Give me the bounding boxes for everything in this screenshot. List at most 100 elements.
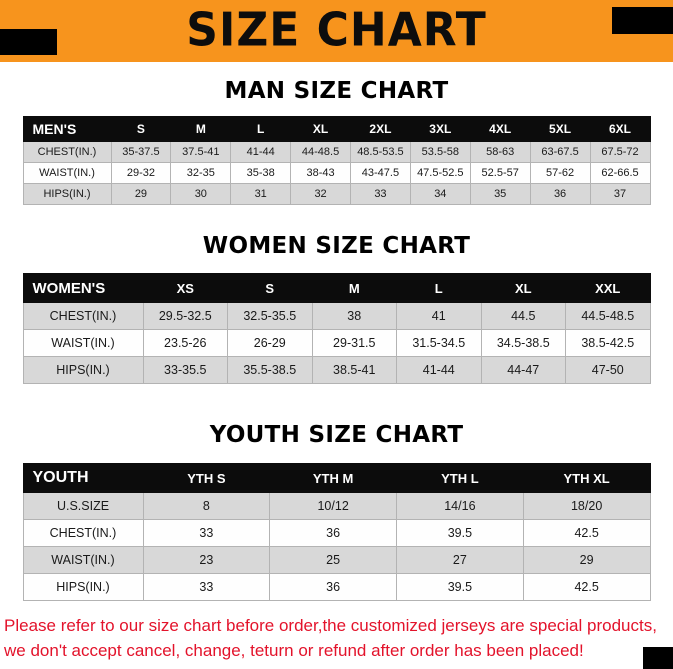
measurement-value: 8 [142, 492, 271, 520]
measurement-value: 31.5-34.5 [396, 329, 482, 357]
measurement-value: 32.5-35.5 [227, 302, 313, 330]
table-row: CHEST(IN.) 35-37.5 37.5-41 41-44 44-48.5 48.5… [22, 141, 651, 163]
measurement-value: 47-50 [565, 356, 651, 384]
table-corner-header: YOUTH [22, 463, 144, 493]
size-column-header: 5XL [529, 116, 591, 142]
measurement-value: 37.5-41 [170, 141, 232, 163]
measurement-label: WAIST(IN.) [22, 546, 144, 574]
disclaimer-line-2: we don't accept cancel, change, teturn o… [4, 641, 584, 660]
measurement-value: 10/12 [269, 492, 397, 520]
measurement-value: 29 [522, 546, 651, 574]
measurement-value: 63-67.5 [529, 141, 591, 163]
table-row: HIPS(IN.) 33 36 39.5 42.5 [22, 573, 651, 601]
measurement-value: 39.5 [396, 519, 524, 547]
measurement-value: 37 [589, 183, 651, 205]
section-men: MAN SIZE CHART MEN'S S M L XL 2XL 3XL 4XL 5XL 6XL… [0, 78, 673, 205]
measurement-value: 36 [269, 519, 397, 547]
measurement-value: 44.5-48.5 [565, 302, 651, 330]
measurement-value: 33-35.5 [142, 356, 228, 384]
measurement-value: 34.5-38.5 [480, 329, 566, 357]
measurement-label: CHEST(IN.) [22, 519, 144, 547]
measurement-label: HIPS(IN.) [22, 573, 144, 601]
measurement-value: 33 [142, 519, 271, 547]
measurement-value: 29-32 [110, 162, 172, 184]
size-column-header: S [227, 273, 313, 303]
measurement-value: 35 [469, 183, 531, 205]
measurement-value: 41-44 [230, 141, 292, 163]
measurement-value: 32-35 [170, 162, 232, 184]
table-header-row: WOMEN'S XS S M L XL XXL [22, 273, 651, 303]
youth-section-heading: YOUTH SIZE CHART [209, 422, 464, 448]
women-size-table: WOMEN'S XS S M L XL XXL CHEST(IN.) 29.5-32.5 32.5… [22, 273, 651, 384]
table-row: U.S.SIZE 8 10/12 14/16 18/20 [22, 492, 651, 520]
measurement-value: 35-37.5 [110, 141, 172, 163]
measurement-value: 26-29 [227, 329, 313, 357]
measurement-value: 32 [290, 183, 351, 205]
measurement-value: 30 [170, 183, 232, 205]
measurement-value: 38.5-42.5 [565, 329, 651, 357]
table-row: WAIST(IN.) 23 25 27 29 [22, 546, 651, 574]
disclaimer-line-1: Please refer to our size chart before or… [4, 616, 657, 635]
size-column-header: XL [480, 273, 566, 303]
size-column-header: XL [290, 116, 351, 142]
section-youth: YOUTH SIZE CHART YOUTH YTH S YTH M YTH L YTH… [0, 422, 673, 601]
size-column-header: 6XL [589, 116, 651, 142]
measurement-value: 41-44 [396, 356, 482, 384]
measurement-value: 41 [396, 302, 482, 330]
measurement-value: 23 [142, 546, 271, 574]
table-row: HIPS(IN.) 29 30 31 32 33 34 35 36 37 [22, 183, 651, 205]
measurement-value: 29-31.5 [311, 329, 397, 357]
measurement-value: 31 [230, 183, 292, 205]
table-row: HIPS(IN.) 33-35.5 35.5-38.5 38.5-41 41-44 44-… [22, 356, 651, 384]
women-section-heading: WOMEN SIZE CHART [202, 233, 471, 259]
measurement-value: 33 [350, 183, 411, 205]
measurement-value: 47.5-52.5 [409, 162, 471, 184]
measurement-value: 38 [311, 302, 397, 330]
decorative-black-bar-bottom-right [643, 647, 673, 669]
size-column-header: 3XL [409, 116, 471, 142]
page-title: SIZE CHART [186, 3, 487, 58]
size-column-header: XXL [565, 273, 651, 303]
measurement-label: CHEST(IN.) [22, 141, 112, 163]
size-column-header: YTH XL [522, 463, 651, 493]
size-column-header: YTH L [396, 463, 524, 493]
size-column-header: 4XL [469, 116, 531, 142]
size-column-header: M [170, 116, 232, 142]
measurement-value: 67.5-72 [589, 141, 651, 163]
size-column-header: XS [142, 273, 228, 303]
size-column-header: YTH M [269, 463, 397, 493]
table-row: WAIST(IN.) 23.5-26 26-29 29-31.5 31.5-34.5 34… [22, 329, 651, 357]
size-column-header: YTH S [142, 463, 271, 493]
measurement-value: 42.5 [522, 573, 651, 601]
measurement-value: 27 [396, 546, 524, 574]
size-column-header: L [396, 273, 482, 303]
decorative-black-bar-top-left [0, 29, 57, 55]
measurement-value: 57-62 [529, 162, 591, 184]
measurement-label: WAIST(IN.) [22, 162, 112, 184]
measurement-value: 33 [142, 573, 271, 601]
measurement-value: 53.5-58 [409, 141, 471, 163]
measurement-value: 36 [269, 573, 397, 601]
measurement-label: CHEST(IN.) [22, 302, 144, 330]
measurement-value: 38-43 [290, 162, 351, 184]
disclaimer: Please refer to our size chart before or… [0, 613, 673, 663]
measurement-value: 25 [269, 546, 397, 574]
measurement-label: WAIST(IN.) [22, 329, 144, 357]
size-column-header: M [311, 273, 397, 303]
size-column-header: L [230, 116, 292, 142]
table-row: CHEST(IN.) 29.5-32.5 32.5-35.5 38 41 44.5 44.5… [22, 302, 651, 330]
measurement-value: 44-48.5 [290, 141, 351, 163]
measurement-value: 14/16 [396, 492, 524, 520]
men-size-table: MEN'S S M L XL 2XL 3XL 4XL 5XL 6XL CHEST(IN.) 35-37… [22, 116, 651, 205]
measurement-value: 43-47.5 [350, 162, 411, 184]
measurement-label: HIPS(IN.) [22, 183, 112, 205]
table-corner-header: MEN'S [22, 116, 112, 142]
measurement-value: 48.5-53.5 [350, 141, 411, 163]
table-row: WAIST(IN.) 29-32 32-35 35-38 38-43 43-47.5 47.… [22, 162, 651, 184]
measurement-value: 23.5-26 [142, 329, 228, 357]
measurement-value: 38.5-41 [311, 356, 397, 384]
measurement-value: 29.5-32.5 [142, 302, 228, 330]
banner: SIZE CHART [0, 0, 673, 62]
table-header-row: MEN'S S M L XL 2XL 3XL 4XL 5XL 6XL [22, 116, 651, 142]
